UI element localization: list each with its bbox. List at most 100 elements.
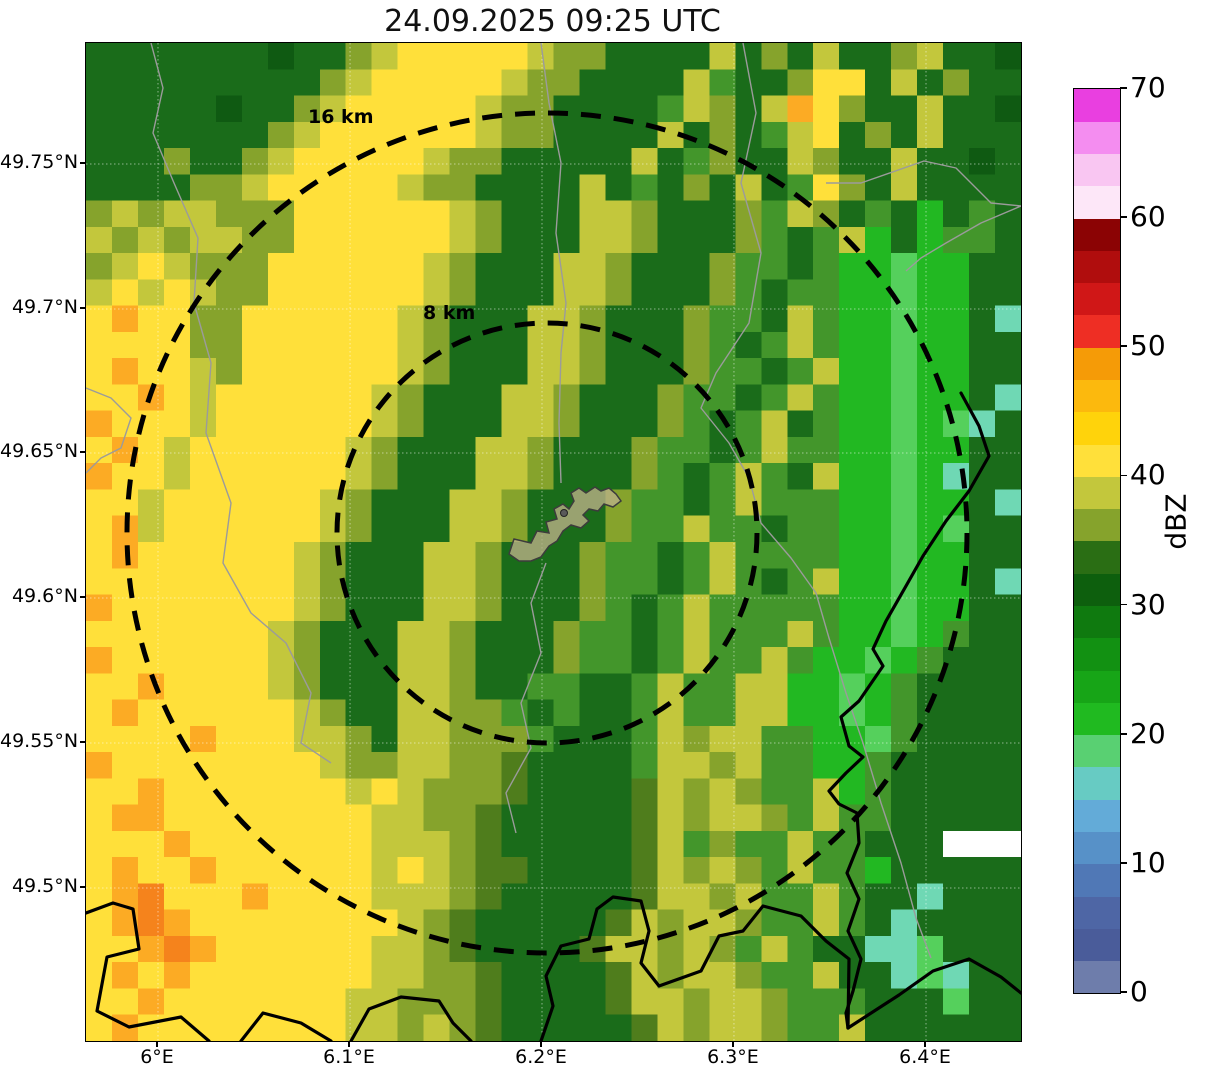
colorbar-segment	[1074, 411, 1120, 445]
radar-cell-run	[112, 699, 139, 727]
radar-cell-run	[86, 778, 139, 806]
radar-cell-run	[423, 594, 477, 622]
radar-cell-run	[293, 568, 321, 596]
radar-cell-run	[839, 174, 866, 202]
range-ring-label: 8 km	[423, 302, 475, 324]
x-tick-label: 6°E	[140, 1046, 174, 1068]
radar-cell-run	[943, 95, 996, 123]
radar-cell-run	[86, 673, 139, 701]
radar-cell-run	[891, 647, 918, 674]
radar-cell-run	[579, 69, 684, 97]
radar-cell-run	[293, 43, 347, 70]
radar-cell-run	[943, 200, 970, 228]
colorbar-segment	[1074, 347, 1120, 381]
radar-cell-run	[475, 200, 503, 228]
radar-cell-run	[86, 1014, 113, 1041]
radar-cell-run	[631, 436, 658, 464]
radar-cell-run	[761, 331, 788, 359]
radar-cell-run	[397, 305, 425, 333]
radar-cell-run	[839, 331, 892, 359]
radar-cell-run	[449, 620, 477, 648]
radar-cell-run	[787, 699, 840, 727]
colorbar-tick-label: 30	[1130, 587, 1166, 621]
radar-cell-run	[735, 174, 762, 202]
radar-cell-run	[787, 935, 814, 963]
radar-cell-run	[813, 962, 840, 990]
radar-cell-run	[709, 331, 736, 359]
radar-cell-run	[553, 279, 606, 307]
radar-cell-run	[709, 121, 736, 149]
country-border-line	[349, 995, 473, 1041]
radar-cell-run	[449, 857, 477, 885]
radar-cell-run	[86, 253, 113, 280]
radar-cell-run	[943, 69, 970, 97]
radar-cell-run	[163, 830, 191, 858]
radar-cell-run	[501, 752, 529, 779]
radar-cell-run	[475, 962, 503, 990]
radar-cell-run	[839, 305, 892, 333]
radar-cell-run	[943, 43, 996, 70]
colorbar	[1073, 88, 1121, 994]
radar-cell-run	[371, 436, 399, 464]
radar-cell-run	[657, 384, 684, 412]
radar-cell-run	[527, 778, 632, 806]
x-tick-mark	[540, 1042, 542, 1047]
radar-cell-run	[787, 95, 814, 123]
colorbar-segment	[1074, 799, 1120, 833]
radar-cell-run	[787, 69, 814, 97]
radar-cell-run	[475, 226, 503, 254]
colorbar-segment	[1074, 153, 1120, 187]
radar-cell-run	[839, 568, 892, 596]
radar-cell-run	[501, 410, 555, 438]
radar-cell-run	[839, 226, 866, 254]
radar-cell-run	[86, 515, 113, 543]
radar-cell-run	[917, 699, 1021, 727]
radar-cell-run	[787, 620, 814, 648]
radar-cell-run	[112, 305, 139, 333]
radar-cell-run	[371, 857, 399, 885]
radar-cell-run	[86, 988, 139, 1016]
radar-cell-run	[891, 542, 918, 569]
radar-cell-run	[553, 43, 606, 70]
radar-cell-run	[215, 384, 373, 412]
radar-cell-run	[137, 935, 165, 963]
radar-cell-run	[137, 857, 191, 885]
radar-cell-run	[657, 935, 684, 963]
radar-cell-run	[293, 725, 347, 753]
radar-cell-run	[553, 410, 581, 438]
river-line	[150, 43, 332, 764]
radar-cell-run	[995, 226, 1021, 254]
radar-cell-run	[189, 358, 217, 386]
radar-cell-run	[189, 830, 373, 858]
radar-cell-run	[215, 358, 243, 386]
radar-cell-run	[761, 463, 788, 491]
radar-cell-run	[86, 69, 321, 97]
river-line	[86, 387, 132, 474]
radar-cell-run	[969, 384, 996, 412]
radar-cell-run	[761, 489, 840, 517]
radar-cell-run	[917, 69, 944, 97]
radar-cell-run	[917, 121, 944, 149]
radar-cell-run	[449, 647, 477, 674]
radar-cell-run	[86, 752, 113, 779]
radar-cell-run	[293, 200, 451, 228]
radar-cell-run	[891, 436, 918, 464]
radar-cell-run	[891, 857, 1021, 885]
colorbar-tick-label: 50	[1130, 329, 1166, 363]
radar-cell-run	[163, 279, 191, 307]
radar-cell-run	[891, 253, 918, 280]
radar-cell-run	[86, 279, 113, 307]
radar-cell-run	[163, 935, 191, 963]
radar-cell-run	[86, 962, 113, 990]
radar-cell-run	[917, 962, 944, 990]
radar-cell-run	[501, 962, 607, 990]
radar-cell-run	[423, 148, 451, 175]
radar-cell-run	[917, 253, 970, 280]
radar-cell-run	[501, 568, 581, 596]
radar-cell-run	[657, 174, 684, 202]
radar-cell-run	[397, 174, 425, 202]
radar-cell-run	[137, 962, 165, 990]
radar-cell-run	[86, 804, 113, 832]
radar-cell-run	[631, 857, 658, 885]
